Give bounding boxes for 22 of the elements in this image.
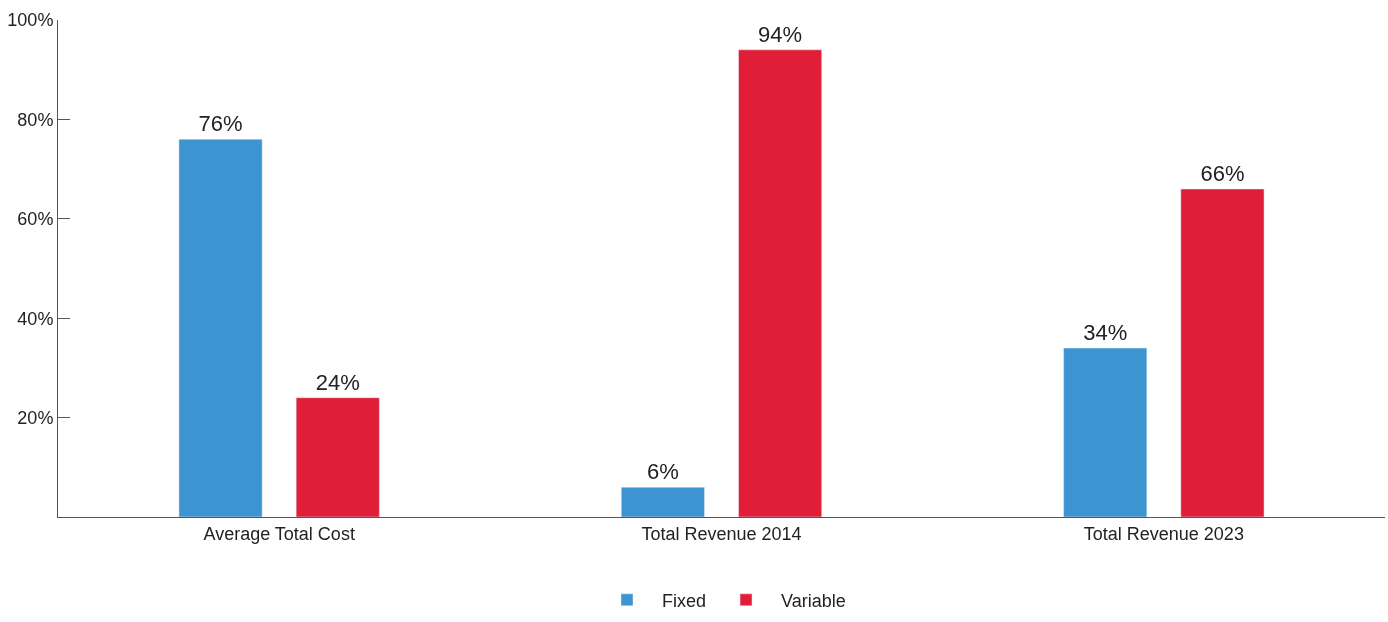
legend-label: Fixed: [662, 590, 707, 611]
x-tick-label: Average Total Cost: [203, 523, 355, 544]
data-label: 6%: [646, 459, 679, 485]
data-label: 34%: [1083, 320, 1128, 346]
bar: [1180, 188, 1265, 517]
y-tick-label: 20%: [17, 407, 54, 428]
y-tick-label: 100%: [7, 10, 54, 31]
x-tick-label: Total Revenue 2023: [1083, 523, 1244, 544]
bar: [738, 49, 822, 517]
y-tick-label: 60%: [17, 209, 54, 230]
data-label: 66%: [1200, 160, 1245, 186]
bar: [621, 486, 705, 517]
bar: [178, 139, 263, 517]
bar: [1063, 347, 1148, 517]
data-label: 24%: [315, 369, 360, 395]
x-tick-label: Total Revenue 2014: [641, 523, 802, 544]
data-label: 76%: [198, 111, 243, 137]
data-label: 94%: [758, 21, 803, 47]
y-tick-label: 80%: [17, 109, 54, 130]
legend-label: Variable: [781, 590, 846, 611]
y-tick-label: 40%: [17, 308, 54, 329]
bar: [295, 397, 380, 517]
